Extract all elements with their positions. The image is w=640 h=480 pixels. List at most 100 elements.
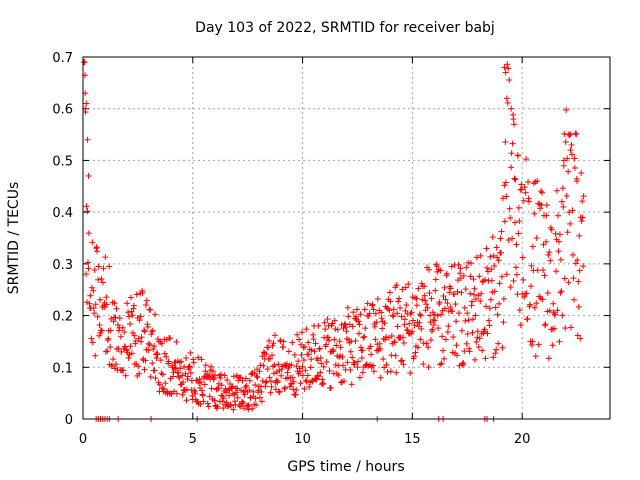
data-point xyxy=(387,368,394,375)
data-point xyxy=(416,319,423,326)
data-point xyxy=(424,304,431,311)
data-point xyxy=(487,253,494,260)
data-point xyxy=(167,335,174,342)
data-point xyxy=(373,319,380,326)
data-point xyxy=(516,307,523,314)
data-point xyxy=(402,284,409,291)
data-point xyxy=(568,324,575,331)
data-point xyxy=(97,296,104,303)
y-tick-label: 0.3 xyxy=(52,258,73,273)
data-point xyxy=(125,309,132,316)
data-point xyxy=(107,327,114,334)
data-point xyxy=(253,373,260,380)
data-point xyxy=(313,376,320,383)
data-point xyxy=(85,265,92,272)
data-point xyxy=(462,286,469,293)
data-point xyxy=(271,362,278,369)
data-point xyxy=(453,318,460,325)
data-point xyxy=(307,364,314,371)
data-point xyxy=(126,313,133,320)
data-point xyxy=(127,294,134,301)
data-point xyxy=(242,375,249,382)
data-point xyxy=(331,317,338,324)
data-point xyxy=(463,340,470,347)
data-point xyxy=(129,329,136,336)
data-point xyxy=(286,383,293,390)
data-point xyxy=(269,352,276,359)
data-point xyxy=(275,389,282,396)
data-point xyxy=(422,297,429,304)
data-point xyxy=(368,351,375,358)
data-point xyxy=(159,371,166,378)
data-point xyxy=(246,387,253,394)
data-point xyxy=(138,334,145,341)
data-point xyxy=(355,330,362,337)
data-point xyxy=(291,351,298,358)
data-point xyxy=(419,296,426,303)
data-point xyxy=(102,254,109,261)
data-point xyxy=(333,342,340,349)
data-point xyxy=(525,178,532,185)
data-point xyxy=(569,151,576,158)
data-point xyxy=(83,271,90,278)
data-point xyxy=(541,272,548,279)
data-point xyxy=(370,306,377,313)
data-point xyxy=(393,282,400,289)
data-point xyxy=(116,315,123,322)
data-point xyxy=(337,344,344,351)
data-point xyxy=(104,348,111,355)
data-point xyxy=(495,257,502,264)
data-point xyxy=(573,131,580,138)
data-point xyxy=(442,336,449,343)
data-point xyxy=(440,355,447,362)
data-point xyxy=(483,264,490,271)
data-point xyxy=(344,359,351,366)
data-point xyxy=(498,228,505,235)
data-point xyxy=(400,339,407,346)
data-point xyxy=(500,295,507,302)
data-point xyxy=(304,372,311,379)
data-point xyxy=(315,322,322,329)
data-point xyxy=(374,295,381,302)
data-point xyxy=(472,296,479,303)
data-point xyxy=(214,403,221,410)
data-point xyxy=(290,386,297,393)
data-point xyxy=(378,309,385,316)
data-point xyxy=(496,300,503,307)
data-point xyxy=(506,77,513,84)
data-point xyxy=(142,302,149,309)
data-point xyxy=(162,380,169,387)
data-point xyxy=(471,285,478,292)
data-point xyxy=(112,361,119,368)
data-point xyxy=(464,331,471,338)
data-point xyxy=(335,372,342,379)
data-point xyxy=(265,344,272,351)
data-point xyxy=(91,266,98,273)
data-point xyxy=(432,276,439,283)
data-point xyxy=(545,251,552,258)
data-point xyxy=(372,336,379,343)
data-point xyxy=(252,395,259,402)
data-point xyxy=(145,347,152,354)
data-point xyxy=(445,323,452,330)
data-point xyxy=(219,398,226,405)
data-point xyxy=(559,185,566,192)
data-point xyxy=(159,385,166,392)
data-point xyxy=(521,184,528,191)
data-point xyxy=(187,349,194,356)
data-point xyxy=(549,342,556,349)
data-point xyxy=(280,338,287,345)
data-point xyxy=(455,261,462,268)
data-point xyxy=(270,370,277,377)
data-point xyxy=(98,275,105,282)
data-point xyxy=(478,290,485,297)
data-point xyxy=(298,351,305,358)
data-point xyxy=(233,389,240,396)
data-point xyxy=(531,304,538,311)
y-tick-label: 0.7 xyxy=(52,51,73,66)
data-point xyxy=(366,310,373,317)
data-point xyxy=(382,336,389,343)
data-point xyxy=(494,254,501,261)
data-point xyxy=(578,218,585,225)
data-point xyxy=(570,296,577,303)
